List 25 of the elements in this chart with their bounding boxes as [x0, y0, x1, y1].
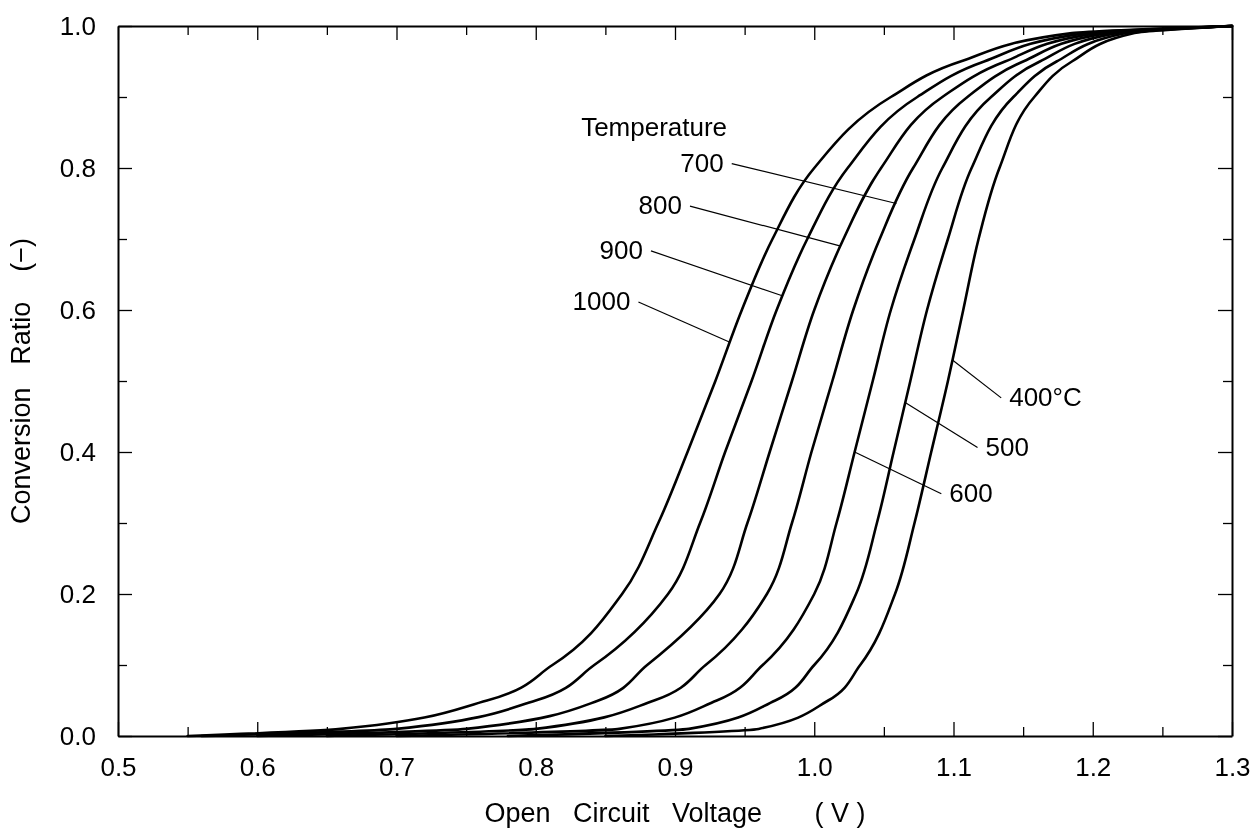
x-tick-label: 1.0 — [796, 752, 833, 783]
annotation: 400°C — [1009, 381, 1082, 412]
x-tick-label: 1.3 — [1214, 752, 1251, 783]
x-tick-label: 0.9 — [657, 752, 694, 783]
annotation: 600 — [949, 477, 993, 508]
annotation: 1000 — [572, 286, 631, 316]
y-tick-label: 0.2 — [59, 578, 96, 609]
x-tick-label: 1.2 — [1075, 752, 1112, 783]
x-tick-label: 1.1 — [935, 752, 973, 783]
x-tick-label: 0.5 — [100, 752, 137, 783]
annotation: 800 — [638, 190, 682, 221]
annotation: 700 — [680, 147, 724, 178]
y-axis-title: Conversion Ratio (−) — [6, 238, 36, 524]
x-tick-label: 0.8 — [518, 752, 555, 783]
x-tick-label: 0.6 — [239, 752, 276, 783]
y-tick-label: 0.6 — [59, 294, 96, 325]
x-axis-title: Open Circuit Voltage ( V ) — [484, 798, 866, 828]
x-tick-label: 0.7 — [378, 752, 416, 783]
y-tick-label: 0.8 — [59, 152, 96, 183]
y-tick-label: 0.4 — [59, 436, 96, 467]
annotation: 500 — [985, 431, 1029, 462]
annotation: Temperature — [581, 112, 728, 143]
y-tick-label: 1.0 — [59, 10, 96, 41]
y-tick-label: 0.0 — [59, 720, 96, 751]
annotation: 900 — [599, 234, 643, 265]
